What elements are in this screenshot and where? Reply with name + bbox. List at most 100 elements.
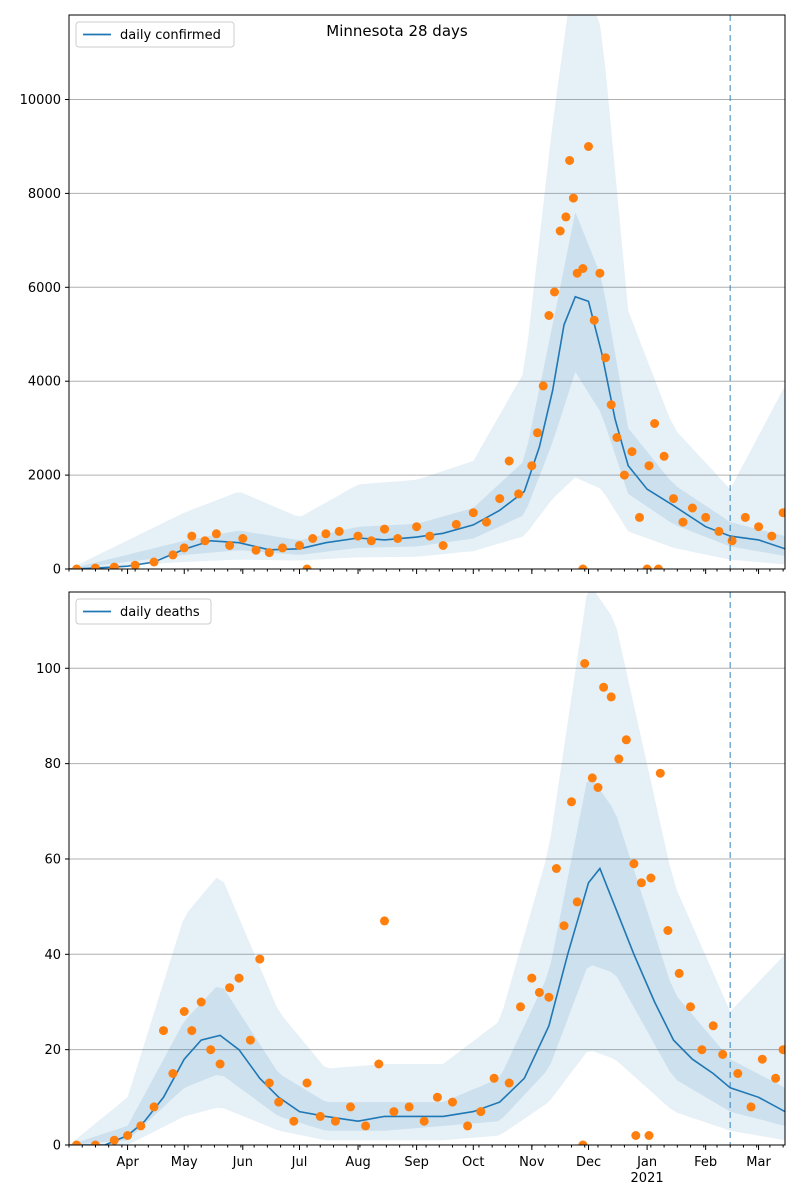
median-line: [69, 295, 785, 569]
plot-area: [69, 592, 785, 1145]
observed-point: [589, 315, 599, 325]
observed-point: [179, 543, 189, 553]
observed-point: [380, 524, 389, 534]
y-tick-label: 40: [44, 948, 61, 963]
y-tick-label: 0: [53, 1139, 61, 1154]
observed-point: [504, 456, 514, 466]
observed-point: [533, 428, 542, 438]
observed-point: [504, 1078, 514, 1088]
observed-point: [72, 564, 82, 569]
observed-point: [621, 735, 631, 745]
observed-point: [559, 921, 569, 931]
observed-point: [565, 156, 575, 165]
observed-point: [448, 1097, 457, 1107]
observed-point: [361, 1121, 371, 1131]
observed-point: [663, 926, 673, 935]
observed-point: [489, 1073, 499, 1083]
observed-point: [727, 536, 737, 546]
observed-point: [179, 1007, 189, 1016]
uncertainty-band: [69, 778, 785, 1145]
observed-point: [714, 526, 724, 536]
observed-point: [757, 1054, 767, 1064]
legend: daily deaths: [75, 598, 212, 625]
observed-point: [123, 1131, 133, 1140]
observed-point: [635, 512, 644, 522]
observed-point: [238, 534, 248, 543]
observed-point: [330, 1116, 340, 1126]
x-tick-label: Jan: [636, 1155, 657, 1170]
observed-point: [619, 470, 629, 480]
observed-point: [168, 550, 178, 560]
observed-point: [659, 451, 669, 461]
x-tick-label: Apr: [116, 1155, 139, 1170]
observed-point: [468, 508, 478, 518]
observed-point: [482, 517, 491, 527]
observed-point: [187, 1026, 197, 1036]
confirmed-panel: 0 2000 4000 6000 8000 10000 daily confirmed: [20, 14, 786, 578]
observed-point: [149, 557, 159, 567]
x-tick-label: Feb: [694, 1155, 717, 1170]
observed-point: [674, 968, 684, 978]
observed-point: [109, 562, 119, 569]
observed-point: [432, 1092, 442, 1102]
legend-box: [75, 598, 212, 625]
observed-point: [612, 433, 622, 442]
y-tick-label: 10000: [20, 93, 61, 108]
x-tick-label: Sep: [404, 1155, 429, 1170]
observed-point: [538, 381, 548, 391]
observed-point: [740, 512, 750, 522]
y-tick-label: 60: [44, 852, 61, 867]
observed-point: [211, 529, 221, 539]
observed-point: [686, 1002, 695, 1012]
observed-point: [655, 768, 665, 778]
y-tick-label: 2000: [28, 469, 61, 484]
observed-point: [578, 1140, 588, 1145]
observed-point: [206, 1045, 216, 1055]
x-tick-label: Aug: [345, 1155, 370, 1170]
observed-point: [425, 531, 435, 541]
observed-point: [90, 563, 100, 569]
observed-point: [302, 564, 312, 569]
observed-point: [321, 529, 331, 539]
observed-point: [476, 1107, 486, 1117]
y-tick-label: 8000: [28, 187, 61, 202]
observed-point: [644, 1131, 654, 1140]
observed-point: [245, 1035, 255, 1045]
observed-point: [353, 531, 363, 541]
axes-frame: [68, 591, 786, 1146]
y-tick-label: 20: [44, 1043, 61, 1058]
observed-point: [595, 268, 605, 278]
observed-point: [168, 1069, 178, 1078]
legend-box: [75, 21, 235, 48]
observed-point: [636, 878, 646, 888]
observed-point: [159, 1026, 168, 1036]
plot-area: [69, 15, 785, 569]
x-year-label: 2021: [631, 1171, 664, 1186]
y-tick-label: 100: [36, 662, 61, 677]
observed-point: [130, 560, 140, 569]
observed-point: [778, 508, 785, 518]
observed-point: [544, 992, 554, 1002]
observed-point: [534, 987, 544, 997]
observed-point: [374, 1059, 384, 1069]
observed-point: [527, 973, 537, 983]
observed-point: [708, 1021, 718, 1031]
observed-point: [225, 541, 235, 550]
observed-point: [346, 1102, 355, 1112]
observed-point: [551, 864, 561, 873]
observed-point: [295, 541, 304, 550]
observed-point: [580, 659, 590, 668]
observed-point: [404, 1102, 414, 1112]
observed-point: [697, 1045, 707, 1055]
y-tick-label: 80: [44, 757, 61, 772]
x-tick-label: Jul: [291, 1155, 308, 1170]
observed-point: [334, 526, 344, 536]
x-tick-label: Nov: [519, 1155, 545, 1170]
y-tick-label: 6000: [28, 281, 61, 296]
observed-point: [438, 541, 448, 550]
observed-point: [599, 682, 609, 692]
observed-point: [584, 142, 593, 151]
observed-point: [629, 859, 639, 869]
observed-point: [366, 536, 376, 546]
observed-point: [572, 897, 582, 907]
